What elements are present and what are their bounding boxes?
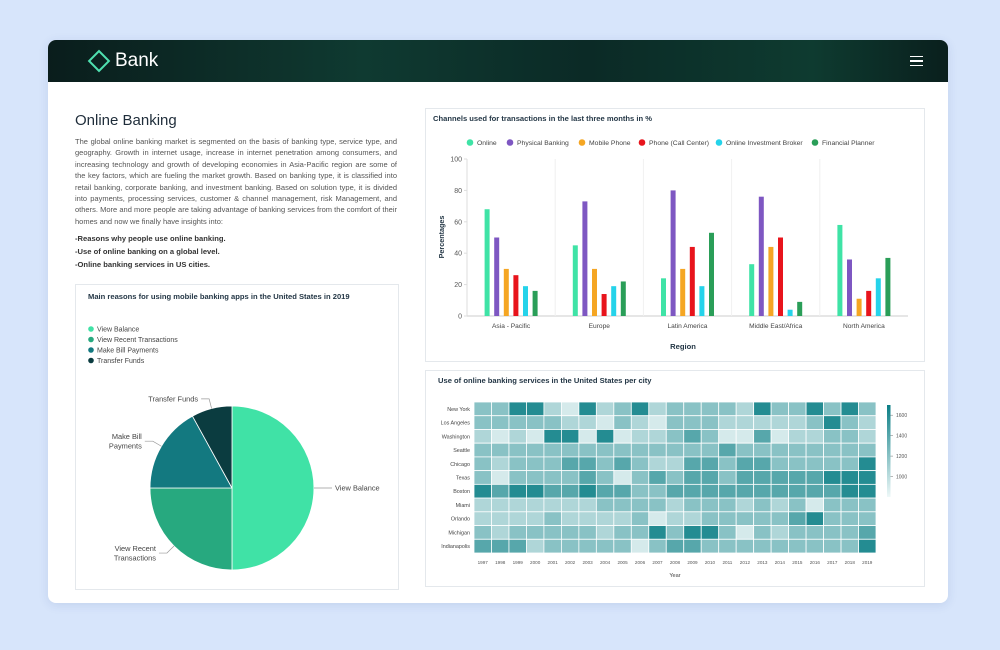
article-body: The global online banking market is segm… (75, 137, 397, 226)
point: -Online banking services in US cities. (75, 260, 211, 269)
app-window: Bank Online Banking The global online ba… (48, 40, 948, 603)
article-title: Online Banking (75, 112, 177, 129)
top-bar: Bank (48, 40, 948, 82)
heatmap-card (425, 370, 925, 587)
article-points: -Reasons why people use online banking. … (75, 232, 226, 271)
logo[interactable] (87, 49, 111, 73)
bar-card (425, 108, 925, 362)
pie-card (75, 284, 399, 590)
brand[interactable]: Bank (115, 50, 159, 71)
point: -Reasons why people use online banking. (75, 234, 226, 243)
point: -Use of online banking on a global level… (75, 247, 220, 256)
menu-button[interactable] (910, 56, 923, 66)
